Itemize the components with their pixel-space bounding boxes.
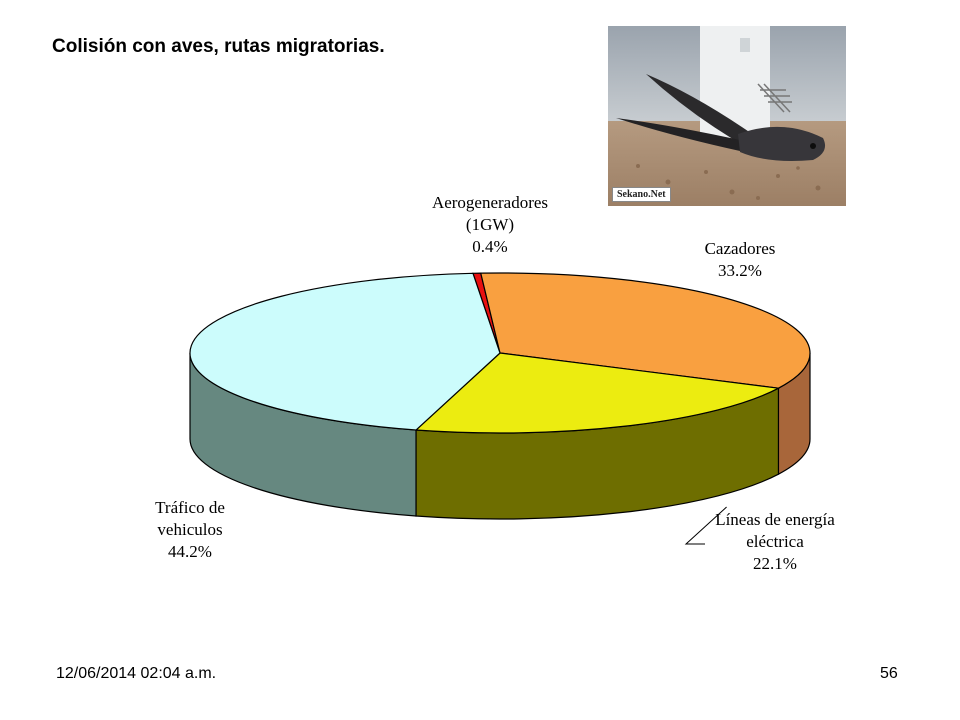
pie-label-cazadores: Cazadores — [705, 239, 776, 258]
bird-photo: Sekano.Net — [608, 26, 846, 206]
pie-label-aerogeneradores: Aerogeneradores — [432, 193, 548, 212]
pie-value-lineas-energia: 22.1% — [753, 554, 797, 573]
pie-slice-lineas-energia — [414, 352, 781, 434]
pie-slice-cazadores — [480, 272, 811, 389]
pie-label-trafico-vehiculos: vehiculos — [157, 520, 222, 539]
pie-value-aerogeneradores: 0.4% — [472, 237, 507, 256]
slide-title: Colisión con aves, rutas migratorias. — [52, 36, 385, 57]
pie-label-lineas-energia: Líneas de energía — [715, 510, 835, 529]
footer-date: 12/06/2014 02:04 a.m. — [56, 665, 217, 682]
pie-label-lineas-energia: eléctrica — [746, 532, 804, 551]
pie-tops — [189, 272, 811, 434]
pie-label-trafico-vehiculos: Tráfico de — [155, 498, 225, 517]
pie-leader-lineas-energia — [684, 506, 727, 545]
pie-labels: Aerogeneradores (1GW) 0.4% Cazadores 33.2% Lí… — [155, 193, 835, 573]
pie-value-trafico-vehiculos: 44.2% — [168, 542, 212, 561]
pie-value-cazadores: 33.2% — [718, 261, 762, 280]
photo-watermark: Sekano.Net — [612, 187, 671, 202]
pie-slice-trafico-vehiculos — [189, 272, 501, 431]
pie-label-aerogeneradores: (1GW) — [466, 215, 514, 234]
footer-page-number: 56 — [880, 665, 898, 682]
